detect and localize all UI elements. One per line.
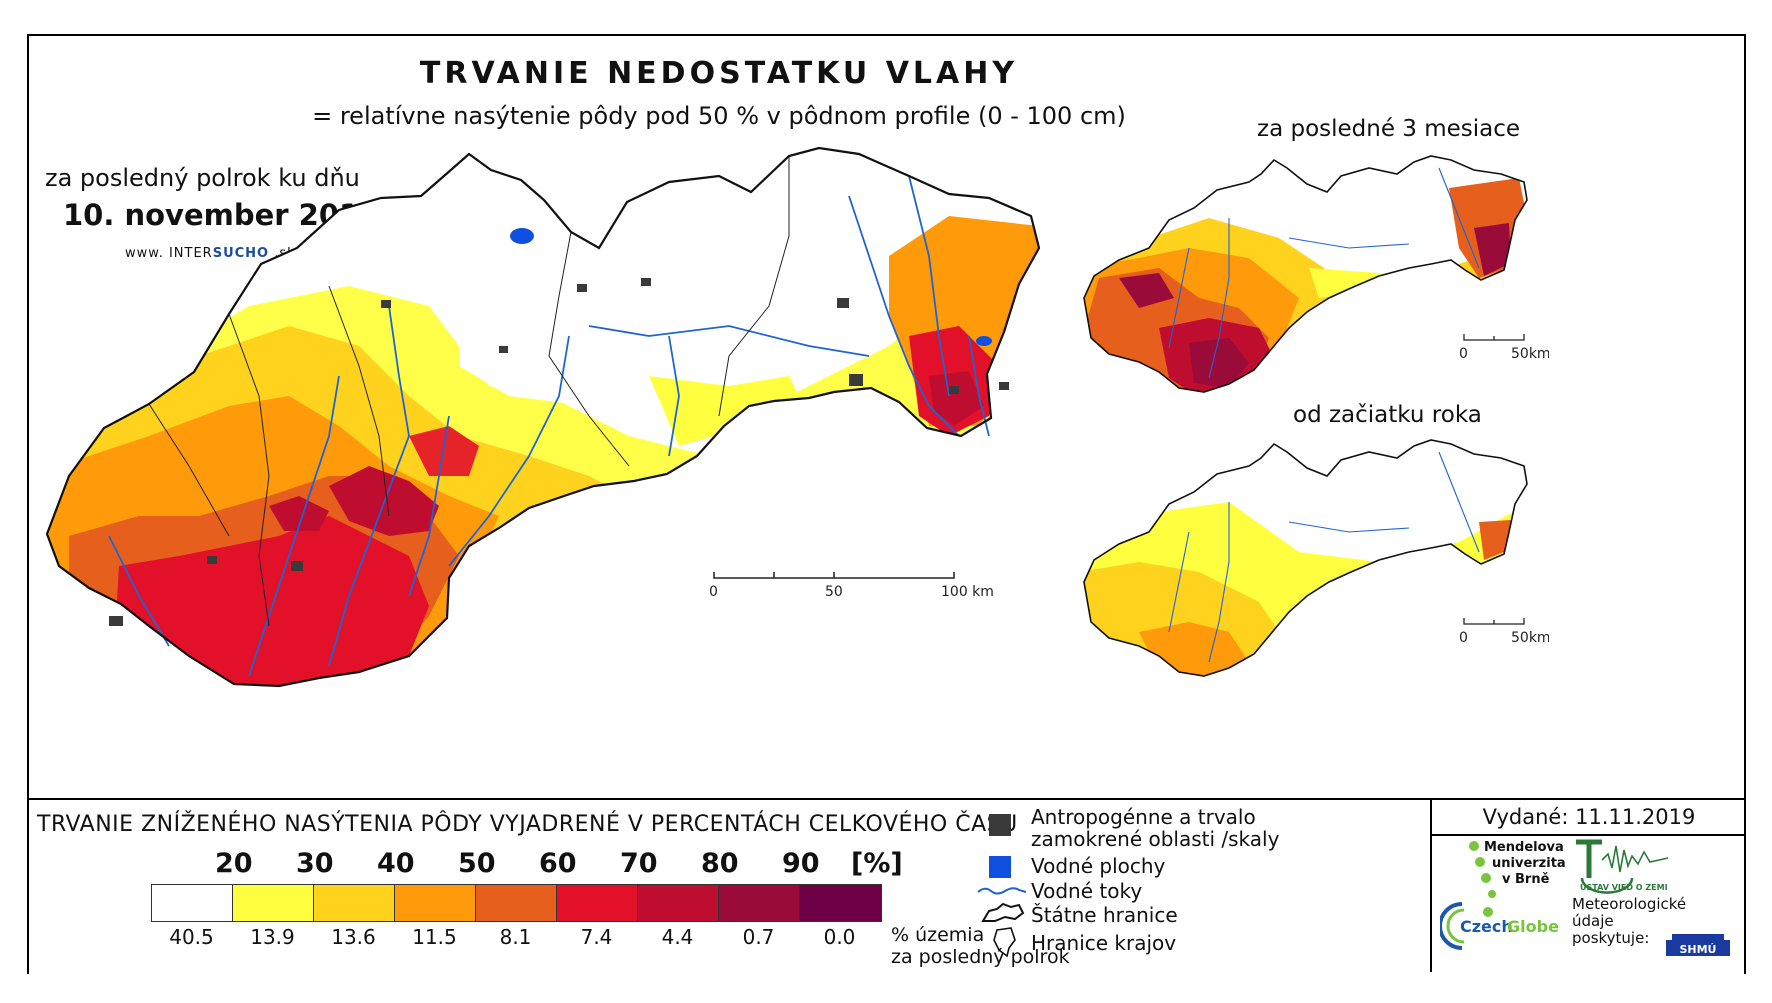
- symbol-urban-label: Antropogénne a trvalo zamokrené oblasti …: [1031, 806, 1279, 850]
- main-scale-bar: 0 50 100 km: [709, 572, 994, 600]
- legend-title: TRVANIE ZNÍŽENÉHO NASÝTENIA PÔDY VYJADRE…: [37, 812, 1018, 837]
- legend-percent-note-line1: % územia: [891, 924, 985, 946]
- czechglobe-text-a: Czech: [1460, 917, 1513, 936]
- symbol-urban-icon: [989, 814, 1011, 836]
- legend-swatch: [800, 885, 881, 921]
- legend-percent: 13.6: [331, 925, 376, 949]
- meteo-text: Meteorologické údaje poskytuje:: [1572, 896, 1686, 947]
- inset-ytd-scale-tick-0: 0: [1459, 630, 1468, 646]
- inset-ytd-scale-tick-50: 50km: [1511, 630, 1549, 646]
- mendel-logo-text: Mendelova univerzita v Brně: [1484, 840, 1566, 888]
- legend-threshold: 70: [620, 848, 658, 879]
- main-water-bodies: [510, 228, 992, 346]
- legend-swatch: [638, 885, 719, 921]
- symbol-region-border-icon: [993, 927, 1016, 958]
- inset-ytd-border: [1083, 439, 1528, 677]
- legend-percent: 7.4: [580, 925, 613, 949]
- symbol-urban-line2: zamokrené oblasti /skaly: [1031, 827, 1280, 851]
- website-prefix: www. INTER: [125, 246, 213, 261]
- legend-percent: 0.0: [823, 925, 856, 949]
- mendel-line3: v Brně: [1502, 872, 1550, 887]
- symbol-state-border-icon: [981, 902, 1025, 922]
- ustav-logo-text: ÚSTAV VIED O ZEMI: [1580, 881, 1668, 892]
- inset-3m-scale: 0 50km: [1459, 334, 1549, 362]
- legend-percent: 11.5: [412, 925, 457, 949]
- legend-threshold: 50: [458, 848, 496, 879]
- inset-3m-map: 0 50km: [1083, 155, 1549, 393]
- symbol-water-label: Vodné plochy: [1031, 854, 1166, 878]
- legend-percent-note-line2: za posledný polrok: [891, 946, 1070, 968]
- website-brand: SUCHO: [212, 246, 270, 261]
- legend-percent: 13.9: [250, 925, 295, 949]
- meteo-line1: Meteorologické: [1572, 895, 1687, 913]
- issued-date: Vydané: 11.11.2019: [1432, 800, 1746, 836]
- figure-frame: TRVANIE NEDOSTATKU VLAHY = relatívne nas…: [27, 34, 1746, 974]
- main-scale-tick-50: 50: [825, 584, 843, 600]
- legend-color-bar: [151, 884, 882, 922]
- legend-percent: 0.7: [742, 925, 775, 949]
- inset-3m-scale-tick-0: 0: [1459, 346, 1468, 362]
- symbol-river-icon: [977, 887, 1027, 895]
- legend-swatch: [233, 885, 314, 921]
- legend-unit: [%]: [851, 848, 903, 879]
- legend-threshold: 20: [215, 848, 253, 879]
- map-area: TRVANIE NEDOSTATKU VLAHY = relatívne nas…: [29, 36, 1744, 798]
- mendel-line2: univerzita: [1492, 856, 1566, 871]
- inset-ytd-scale: 0 50km: [1459, 618, 1549, 646]
- main-scale-tick-0: 0: [709, 584, 718, 600]
- inset-3m-border: [1083, 155, 1528, 393]
- shmu-logo-text: SHMÚ: [1679, 943, 1716, 956]
- legend-swatch: [152, 885, 233, 921]
- inset-ytd-rivers: [1168, 451, 1480, 663]
- legend-threshold: 40: [377, 848, 415, 879]
- shmu-logo-icon: SHMÚ: [1666, 934, 1730, 956]
- symbol-region-border-label: Hranice krajov: [1031, 931, 1177, 955]
- czechglobe-logo-icon: Czech Globe: [1440, 902, 1559, 950]
- website-label: www. INTERSUCHO .sk: [125, 246, 296, 261]
- main-map: 0 50 100 km: [45, 146, 1041, 688]
- legend-swatch: [476, 885, 557, 921]
- mendel-line1: Mendelova: [1484, 840, 1564, 855]
- main-map-fill: [47, 148, 1039, 686]
- inset-3m-label: za posledné 3 mesiace: [1257, 116, 1521, 142]
- legend-panel: TRVANIE ZNÍŽENÉHO NASÝTENIA PÔDY VYJADRE…: [29, 798, 1746, 974]
- legend-percent: 40.5: [169, 925, 214, 949]
- main-rivers: [108, 175, 990, 677]
- legend-threshold: 30: [296, 848, 334, 879]
- legend-swatch: [314, 885, 395, 921]
- main-region-borders: [148, 156, 790, 627]
- inset-ytd-map: 0 50km: [1083, 439, 1549, 677]
- legend-percent: 4.4: [661, 925, 694, 949]
- legend-threshold: 60: [539, 848, 577, 879]
- mendel-logo-icon: [1469, 841, 1496, 917]
- symbol-urban-line1: Antropogénne a trvalo: [1031, 805, 1256, 829]
- legend-percent: 8.1: [499, 925, 532, 949]
- meteo-line3: poskytuje:: [1572, 929, 1650, 947]
- legend-percent-note: % územia za posledný polrok: [891, 924, 1070, 968]
- symbol-state-border-label: Štátne hranice: [1031, 903, 1178, 927]
- main-urban-areas: [109, 278, 1009, 626]
- legend-swatch: [719, 885, 800, 921]
- symbol-water-icon: [989, 856, 1011, 878]
- meteo-line2: údaje: [1572, 912, 1614, 930]
- issued-panel: Vydané: 11.11.2019 Mendelova univerzita …: [1430, 800, 1746, 972]
- czechglobe-text-b: Globe: [1507, 917, 1559, 936]
- figure-title: TRVANIE NEDOSTATKU VLAHY: [419, 56, 1019, 91]
- ustav-logo-icon: ÚSTAV VIED O ZEMI: [1576, 839, 1669, 894]
- inset-3m-rivers: [1168, 167, 1480, 379]
- symbol-river-label: Vodné toky: [1031, 879, 1143, 903]
- figure-subtitle: = relatívne nasýtenie pôdy pod 50 % v pô…: [312, 102, 1126, 130]
- legend-threshold: 90: [782, 848, 820, 879]
- main-scale-tick-100: 100 km: [941, 584, 994, 600]
- legend-swatch: [557, 885, 638, 921]
- main-state-border: [45, 146, 1041, 688]
- inset-ytd-label: od začiatku roka: [1293, 402, 1482, 428]
- legend-swatch: [395, 885, 476, 921]
- inset-3m-scale-tick-50: 50km: [1511, 346, 1549, 362]
- legend-threshold: 80: [701, 848, 739, 879]
- period-label: za posledný polrok ku dňu: [45, 164, 360, 192]
